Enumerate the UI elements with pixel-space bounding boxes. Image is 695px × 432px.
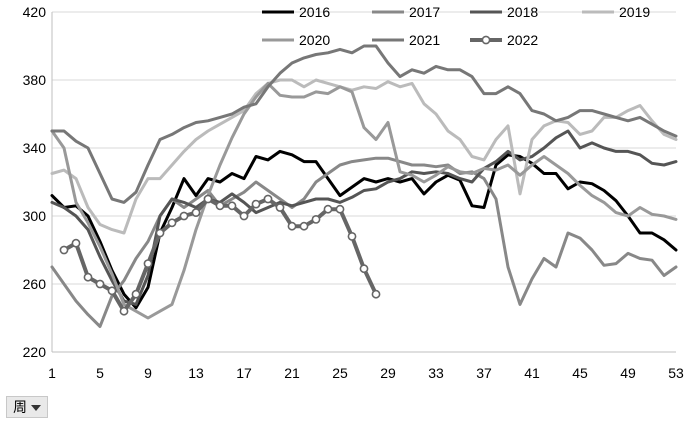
y-tick-label-380: 380	[23, 72, 47, 88]
point-2022-8	[131, 289, 141, 299]
point-2022-2	[59, 245, 69, 255]
x-tick-label-1: 1	[48, 365, 56, 381]
point-2022-16	[227, 201, 237, 211]
point-2022-27	[359, 264, 369, 274]
x-tick-label-21: 21	[284, 365, 300, 381]
point-2022-15	[215, 201, 225, 211]
y-tick-label-220: 220	[23, 344, 47, 360]
x-tick-label-37: 37	[476, 365, 492, 381]
legend-marker-2022	[481, 35, 491, 45]
y-tick-label-340: 340	[23, 140, 47, 156]
y-tick-label-300: 300	[23, 208, 47, 224]
point-2022-22	[299, 221, 309, 231]
point-2022-19	[263, 194, 273, 204]
x-tick-label-25: 25	[332, 365, 348, 381]
point-2022-23	[311, 214, 321, 224]
x-tick-label-41: 41	[524, 365, 540, 381]
legend-label-2020: 2020	[299, 32, 330, 48]
series-line-2018	[50, 129, 678, 306]
series-line-2021	[50, 44, 678, 204]
point-2022-17	[239, 211, 249, 221]
point-2022-11	[167, 218, 177, 228]
point-2022-7	[119, 306, 129, 316]
legend-label-2021: 2021	[409, 32, 440, 48]
x-tick-label-53: 53	[668, 365, 684, 381]
point-2022-4	[83, 272, 93, 282]
legend-label-2017: 2017	[409, 4, 440, 20]
point-2022-10	[155, 228, 165, 238]
x-tick-label-45: 45	[572, 365, 588, 381]
series-line-2016	[50, 149, 678, 310]
legend-label-2019: 2019	[619, 4, 650, 20]
point-2022-24	[323, 204, 333, 214]
y-tick-label-420: 420	[23, 4, 47, 20]
point-2022-5	[95, 279, 105, 289]
legend-label-2022: 2022	[507, 32, 538, 48]
x-tick-label-9: 9	[144, 365, 152, 381]
point-2022-13	[191, 208, 201, 217]
legend: 2016 2017 2018 2019 2020 2021 2022	[262, 4, 650, 48]
point-2022-3	[71, 238, 81, 248]
series-lines	[50, 44, 678, 328]
x-tick-label-33: 33	[428, 365, 444, 381]
x-tick-label-29: 29	[380, 365, 396, 381]
point-2022-12	[179, 211, 189, 221]
x-tick-label-49: 49	[620, 365, 636, 381]
point-2022-28	[371, 289, 381, 299]
point-2022-26	[347, 231, 357, 241]
legend-label-2018: 2018	[507, 4, 538, 20]
x-tick-label-5: 5	[96, 365, 104, 381]
axis-field-label: 周	[13, 399, 27, 415]
point-2022-25	[335, 204, 345, 214]
series-line-2017	[50, 156, 678, 328]
chevron-down-icon	[31, 405, 41, 411]
point-2022-21	[287, 221, 297, 231]
legend-label-2016: 2016	[299, 4, 330, 20]
point-2022-9	[143, 259, 153, 268]
point-2022-14	[203, 194, 213, 204]
point-2022-20	[275, 203, 285, 212]
series-line-2020	[50, 81, 678, 320]
point-2022-18	[251, 199, 261, 209]
point-2022-6	[107, 286, 117, 296]
series-line-2019	[50, 78, 678, 235]
y-tick-label-260: 260	[23, 276, 47, 292]
x-tick-label-13: 13	[188, 365, 204, 381]
x-tick-label-17: 17	[236, 365, 252, 381]
axis-field-dropdown[interactable]: 周	[6, 396, 48, 418]
axes: 220 260 300 340 380 420 1 5 9 13 17 21 25 29 33 37 41 45 4…	[23, 4, 684, 381]
